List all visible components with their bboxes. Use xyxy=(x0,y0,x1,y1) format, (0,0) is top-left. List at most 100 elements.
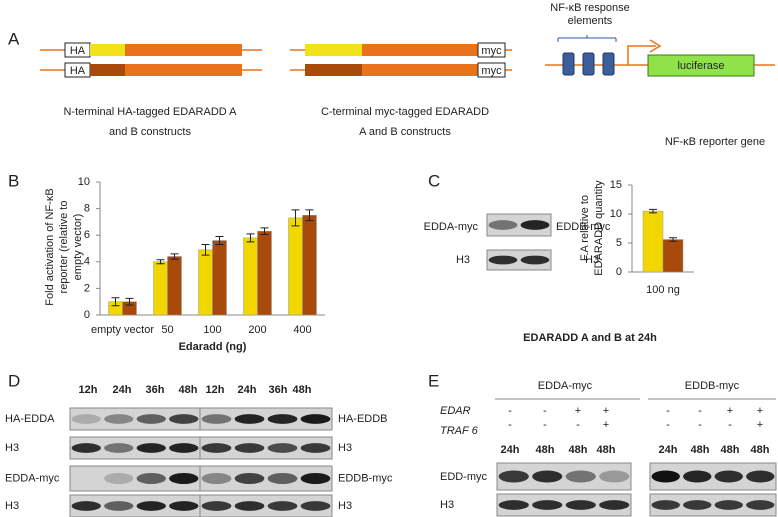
band xyxy=(71,414,101,424)
time-label: 48h xyxy=(751,444,770,456)
blot-label: H3 xyxy=(338,442,352,454)
band xyxy=(300,443,331,453)
blot-label: H3 xyxy=(456,254,470,266)
arrow-head xyxy=(649,39,662,53)
band xyxy=(201,443,232,453)
band xyxy=(651,470,680,483)
band xyxy=(136,443,166,453)
band xyxy=(136,414,166,424)
band xyxy=(234,473,265,484)
treatment-sign: - xyxy=(728,419,732,431)
error-bar xyxy=(305,209,314,222)
y-tick-label: 10 xyxy=(78,176,90,188)
band xyxy=(714,500,743,510)
tag-box xyxy=(477,62,506,78)
band xyxy=(104,473,134,484)
reporter-caption: NF-κB reporter gene xyxy=(665,136,765,148)
construct-caption: C-terminal myc-tagged EDARADD xyxy=(321,106,489,118)
error-bar xyxy=(260,227,269,236)
band xyxy=(201,414,232,424)
band xyxy=(520,220,550,230)
tag: HA xyxy=(70,45,86,57)
treatment-sign: + xyxy=(727,405,733,417)
response-label: NF-κB response xyxy=(550,2,629,14)
construct-caption: and B constructs xyxy=(109,126,191,138)
blot-label: H3 xyxy=(585,254,599,266)
blot-label: HA-EDDA xyxy=(5,413,55,425)
time-label: 48h xyxy=(536,444,555,456)
bar xyxy=(257,230,272,316)
bar xyxy=(302,215,317,316)
band xyxy=(532,500,563,510)
band xyxy=(201,501,232,511)
treatment-sign: - xyxy=(543,419,547,431)
construct-body xyxy=(125,64,242,76)
treatment-sign: - xyxy=(508,419,512,431)
band xyxy=(169,501,199,511)
x-tick-label: 200 xyxy=(248,324,266,336)
blot xyxy=(199,436,333,460)
band xyxy=(104,501,134,511)
error-bar xyxy=(170,253,179,260)
y-axis-label: reporter (relative to xyxy=(58,201,70,294)
band xyxy=(746,500,775,510)
response-element xyxy=(582,52,595,76)
band xyxy=(714,470,743,483)
y-axis-label: Fold activation of NF-κB xyxy=(44,188,56,305)
time-label: 24h xyxy=(238,384,257,396)
band xyxy=(599,500,630,510)
blot-label: HA-EDDB xyxy=(338,413,388,425)
construct-n xyxy=(90,64,125,76)
y-tick-label: 15 xyxy=(610,179,622,191)
group-label: EDDA-myc xyxy=(538,380,593,392)
band xyxy=(300,414,331,424)
blot-label: EDD-myc xyxy=(440,471,488,483)
band xyxy=(169,443,199,453)
band xyxy=(104,414,134,424)
band xyxy=(267,414,298,424)
band xyxy=(683,470,712,483)
band xyxy=(565,470,596,483)
group-label: EDDB-myc xyxy=(685,380,740,392)
treatment-sign: - xyxy=(508,405,512,417)
band xyxy=(651,500,680,510)
time-label: 12h xyxy=(79,384,98,396)
response-label: elements xyxy=(568,15,613,27)
luciferase-box xyxy=(647,54,755,77)
construct-n xyxy=(90,44,125,56)
treatment-sign: + xyxy=(603,405,609,417)
band xyxy=(201,473,232,484)
treatment-sign: + xyxy=(603,419,609,431)
band xyxy=(488,220,518,230)
bar xyxy=(243,237,258,316)
band xyxy=(498,500,529,510)
time-label: 48h xyxy=(721,444,740,456)
band xyxy=(683,500,712,510)
error-bar xyxy=(215,236,224,246)
blot xyxy=(496,493,632,517)
promoter-arrow xyxy=(627,45,656,65)
y-tick-label: 6 xyxy=(84,229,90,241)
luciferase-label: luciferase xyxy=(677,60,724,72)
error-bar xyxy=(111,297,120,307)
bar xyxy=(212,240,227,316)
blot xyxy=(199,494,333,517)
y-tick-label: 2 xyxy=(84,282,90,294)
y-axis-label: EDARADD quantity xyxy=(593,180,605,276)
treatment-sign: - xyxy=(666,419,670,431)
band xyxy=(300,501,331,511)
panel-label: D xyxy=(8,371,20,390)
band xyxy=(488,255,518,265)
blot-label: H3 xyxy=(5,500,19,512)
y-axis-label: F.A relative to xyxy=(579,195,591,261)
blot xyxy=(486,213,552,237)
time-label: 48h xyxy=(569,444,588,456)
treatment-sign: + xyxy=(575,405,581,417)
time-label: 24h xyxy=(659,444,678,456)
tag: HA xyxy=(70,65,86,77)
construct-n xyxy=(305,44,362,56)
x-tick-label: 50 xyxy=(161,324,173,336)
panel-caption: EDARADD A and B at 24h xyxy=(523,332,657,344)
construct-caption: N-terminal HA-tagged EDARADD A xyxy=(63,106,237,118)
band xyxy=(71,443,101,453)
